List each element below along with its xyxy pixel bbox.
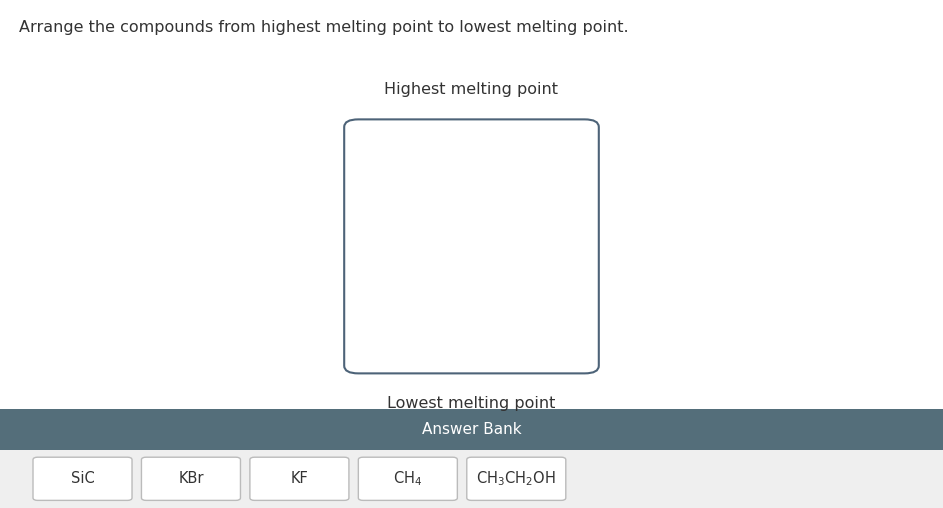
- Text: Arrange the compounds from highest melting point to lowest melting point.: Arrange the compounds from highest melti…: [19, 20, 628, 36]
- FancyBboxPatch shape: [344, 119, 599, 373]
- Text: KBr: KBr: [178, 471, 204, 486]
- Text: Highest melting point: Highest melting point: [385, 81, 558, 97]
- FancyBboxPatch shape: [358, 457, 457, 500]
- Text: SiC: SiC: [71, 471, 94, 486]
- FancyBboxPatch shape: [141, 457, 240, 500]
- FancyBboxPatch shape: [467, 457, 566, 500]
- Text: CH$_4$: CH$_4$: [393, 469, 422, 488]
- Text: CH$_3$CH$_2$OH: CH$_3$CH$_2$OH: [476, 469, 556, 488]
- Text: Answer Bank: Answer Bank: [422, 422, 521, 437]
- FancyBboxPatch shape: [33, 457, 132, 500]
- FancyBboxPatch shape: [0, 409, 943, 450]
- Text: Lowest melting point: Lowest melting point: [388, 396, 555, 411]
- FancyBboxPatch shape: [0, 450, 943, 508]
- FancyBboxPatch shape: [250, 457, 349, 500]
- Text: KF: KF: [290, 471, 308, 486]
